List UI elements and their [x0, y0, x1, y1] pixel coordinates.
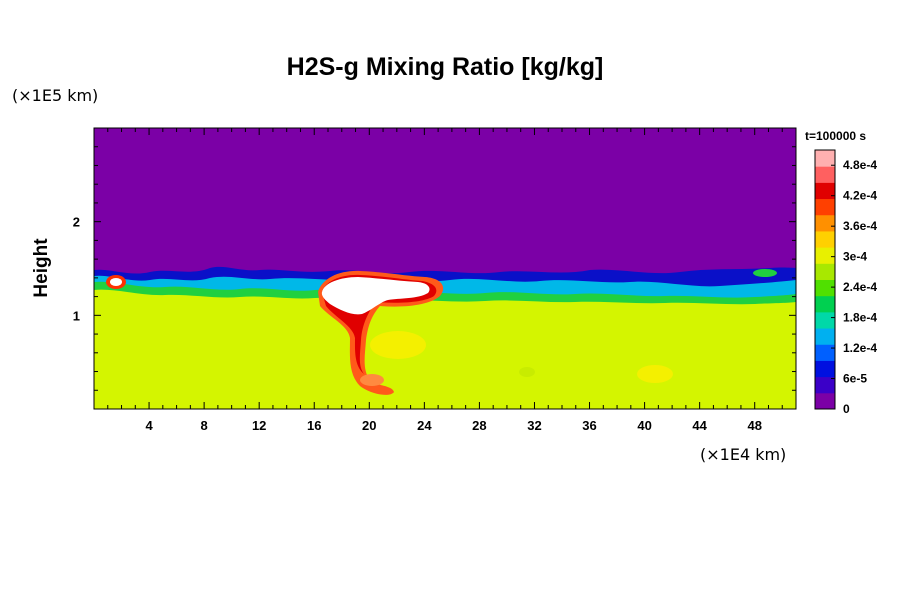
x-tick-label: 24 [417, 418, 432, 433]
y-axis-label: Height [31, 238, 52, 298]
colorbar-swatch [815, 198, 835, 216]
colorbar-tick-label: 4.2e-4 [843, 189, 877, 203]
y-tick-label: 2 [73, 215, 80, 230]
lower-eddy-3 [519, 367, 535, 377]
x-tick-label: 4 [145, 418, 153, 433]
colorbar-swatch [815, 376, 835, 394]
x-tick-label: 8 [201, 418, 208, 433]
colorbar-swatch [815, 311, 835, 329]
colorbar-swatch [815, 214, 835, 232]
colorbar-tick-label: 1.8e-4 [843, 311, 877, 325]
edge-vortex-core [110, 278, 122, 286]
colorbar-swatch [815, 150, 835, 167]
colorbar-tick-label: 2.4e-4 [843, 280, 877, 294]
colorbar-swatch [815, 263, 835, 280]
x-tick-label: 16 [307, 418, 321, 433]
colorbar-swatch [815, 328, 835, 345]
colorbar: 0 6e-5 1.2e-4 1.8e-4 2.4e-4 3e-4 3.6e-4 4.2e-4 4… [814, 149, 877, 416]
x-axis-unit: (×1E4 km) [700, 445, 786, 464]
plume-core-lobe [396, 283, 424, 297]
colorbar-swatch [815, 295, 835, 313]
x-tick-label: 12 [252, 418, 266, 433]
chart-title: H2S-g Mixing Ratio [kg/kg] [287, 53, 604, 81]
plume-tail [360, 374, 384, 386]
colorbar-frame [814, 149, 836, 410]
x-tick-label: 40 [637, 418, 651, 433]
colorbar-swatch [815, 182, 835, 200]
colorbar-tick-label: 0 [843, 402, 850, 416]
colorbar-swatch [815, 279, 835, 297]
plot-frame [93, 127, 797, 410]
x-tick-label: 48 [747, 418, 761, 433]
colorbar-swatch [815, 247, 835, 264]
x-axis-ticks: 4 8 12 16 20 24 28 32 36 40 44 48 [107, 128, 797, 433]
colorbar-tick-label: 3e-4 [843, 250, 867, 264]
time-label: t=100000 s [805, 129, 866, 143]
lower-eddy-1 [370, 331, 426, 359]
colorbar-tick-label: 3.6e-4 [843, 219, 877, 233]
colorbar-tick-label: 4.8e-4 [843, 158, 877, 172]
x-tick-label: 28 [472, 418, 486, 433]
lower-layer [94, 289, 796, 409]
colorbar-swatch [815, 360, 835, 378]
y-tick-label: 1 [73, 308, 80, 323]
x-tick-label: 32 [527, 418, 541, 433]
colorbar-swatch [815, 344, 835, 361]
x-tick-label: 36 [582, 418, 596, 433]
colorbar-swatch [815, 392, 835, 410]
heatmap-field [94, 128, 796, 409]
colorbar-swatch [815, 230, 835, 248]
colorbar-tick-label: 6e-5 [843, 372, 867, 386]
x-tick-label: 20 [362, 418, 376, 433]
right-patch [753, 269, 777, 277]
x-tick-label: 44 [692, 418, 707, 433]
y-axis-ticks: 12 [73, 146, 796, 391]
lower-eddy-2 [637, 365, 673, 383]
colorbar-swatch [815, 166, 835, 183]
y-axis-unit: (×1E5 km) [12, 86, 98, 105]
colorbar-tick-label: 1.2e-4 [843, 341, 877, 355]
